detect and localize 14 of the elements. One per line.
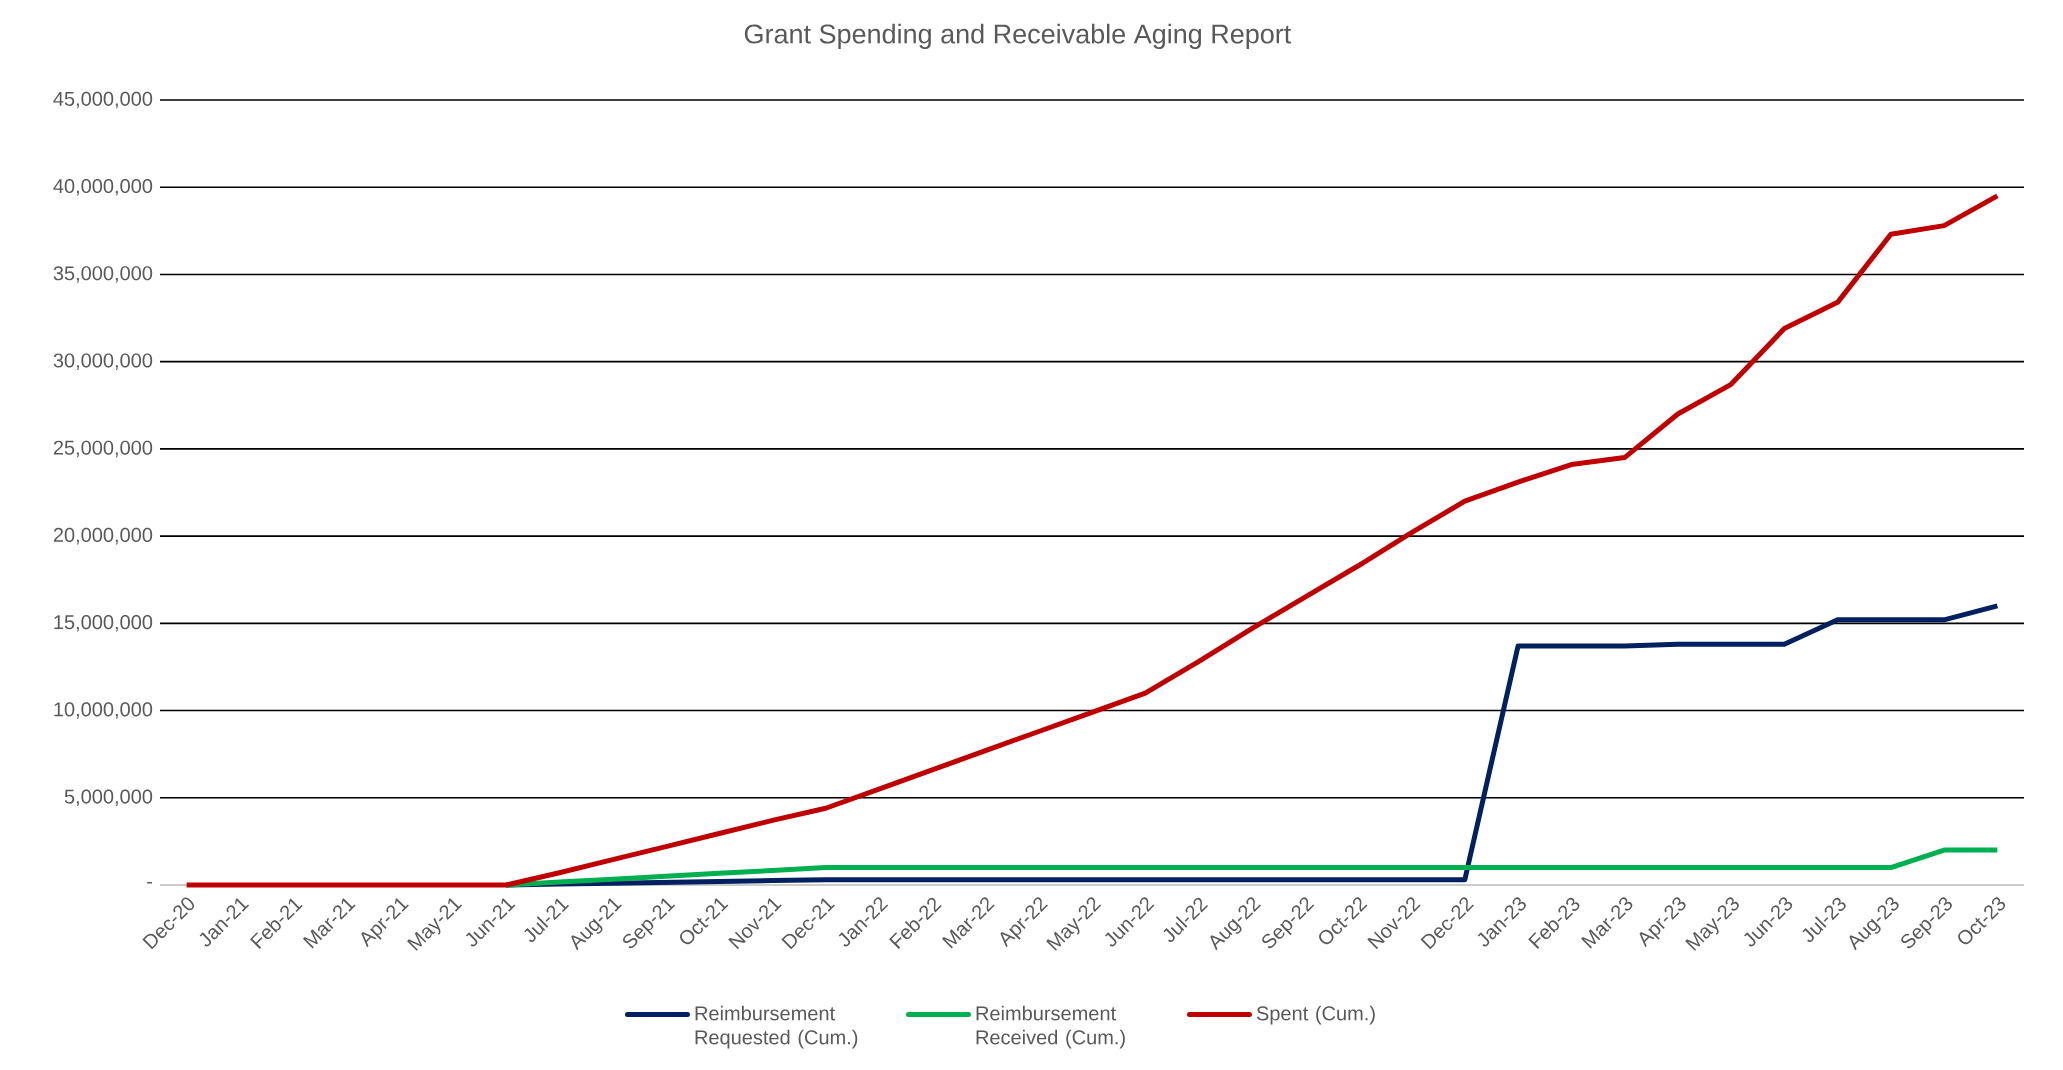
y-tick-label: 20,000,000	[53, 527, 153, 545]
y-tick-label: -	[147, 881, 153, 884]
chart-title: Grant Spending and Receivable Aging Report	[744, 23, 1292, 49]
y-tick-label: 5,000,000	[64, 789, 153, 807]
y-tick-label: 45,000,000	[53, 91, 153, 109]
legend-label: Reimbursement Received (Cum.)	[976, 1005, 1125, 1049]
legend-label: Reimbursement Requested (Cum.)	[695, 1005, 858, 1049]
y-tick-label: 40,000,000	[53, 178, 153, 196]
y-tick-label: 25,000,000	[53, 440, 153, 458]
y-tick-label: 15,000,000	[54, 615, 153, 632]
legend-label: Spent (Cum.)	[1256, 1005, 1375, 1025]
y-tick-label: 10,000,000	[54, 702, 153, 719]
y-tick-label: 30,000,000	[53, 353, 153, 370]
y-tick-label: 35,000,000	[53, 266, 153, 283]
